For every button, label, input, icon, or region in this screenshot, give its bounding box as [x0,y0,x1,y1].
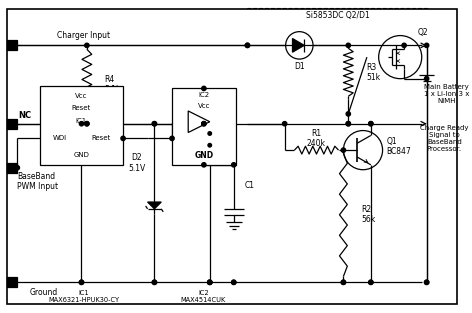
Text: D1: D1 [294,62,304,71]
Circle shape [208,280,212,285]
Text: BaseBand
PWM Input: BaseBand PWM Input [17,172,59,191]
Text: Q2: Q2 [418,28,429,37]
Text: Vcc: Vcc [75,93,88,99]
Circle shape [341,280,346,285]
Text: Si5853DC Q2/D1: Si5853DC Q2/D1 [306,11,370,19]
Circle shape [79,121,84,126]
Polygon shape [293,38,304,52]
Circle shape [208,143,211,147]
Circle shape [232,163,236,167]
Text: GND: GND [194,151,213,160]
Text: C1: C1 [244,181,254,190]
Circle shape [346,43,350,48]
Text: Q1
BC847: Q1 BC847 [387,136,411,156]
Bar [280,109,431,197]
Bar [7,40,17,50]
Bar [172,89,236,165]
Circle shape [84,121,89,126]
Circle shape [152,280,157,285]
Circle shape [341,148,346,152]
Circle shape [402,43,406,48]
Circle shape [346,112,350,116]
Circle shape [84,43,89,48]
Circle shape [202,121,206,126]
Text: Charger Input: Charger Input [58,31,110,40]
Circle shape [369,121,373,126]
Text: Reset: Reset [91,136,110,141]
Bar [7,277,17,287]
Circle shape [202,121,206,126]
Text: IC1
MAX6321-HPUK30-CY: IC1 MAX6321-HPUK30-CY [48,290,119,303]
Circle shape [283,121,287,126]
Circle shape [346,121,350,126]
Polygon shape [148,202,161,209]
Circle shape [424,280,429,285]
Text: Charge Ready
Signal to
BaseBand
Processor.: Charge Ready Signal to BaseBand Processo… [420,125,469,152]
Circle shape [245,43,250,48]
Text: R1
240k: R1 240k [307,129,326,148]
Circle shape [152,121,157,126]
Circle shape [79,280,84,285]
Bar [247,8,429,119]
Circle shape [202,163,206,167]
Circle shape [208,280,212,285]
Bar [7,163,17,173]
Circle shape [369,121,373,126]
Text: IC2
MAX4514CUK: IC2 MAX4514CUK [181,290,226,303]
Text: R2
56k: R2 56k [361,205,375,224]
Text: R4
5.1k: R4 5.1k [104,75,121,94]
Bar [7,119,17,129]
Circle shape [15,166,19,170]
Circle shape [232,280,236,285]
Circle shape [341,280,346,285]
Circle shape [208,132,211,135]
Bar [40,86,123,165]
Circle shape [202,86,206,90]
Circle shape [369,280,373,285]
Text: R3
51k: R3 51k [366,63,380,82]
Circle shape [208,280,212,285]
Text: Reset: Reset [72,105,91,111]
Circle shape [424,76,429,81]
Circle shape [79,280,84,285]
Text: D2
5.1V: D2 5.1V [128,153,145,172]
Text: IC1: IC1 [76,118,87,124]
Circle shape [245,43,250,48]
Circle shape [346,121,350,126]
Text: GND: GND [74,152,89,158]
Circle shape [170,136,174,141]
Circle shape [424,280,429,285]
Text: IC2: IC2 [198,92,210,98]
Text: NC: NC [18,111,32,121]
Circle shape [232,280,236,285]
Circle shape [152,280,157,285]
Circle shape [84,121,89,126]
Text: Ground: Ground [30,288,59,297]
Circle shape [121,136,125,141]
Text: WDI: WDI [52,136,67,141]
Circle shape [424,43,429,48]
Text: Main Battery
1 x Li-Ion 3 x
NiMH: Main Battery 1 x Li-Ion 3 x NiMH [423,84,469,104]
Circle shape [369,280,373,285]
Text: Vcc: Vcc [198,103,210,109]
Circle shape [152,121,157,126]
